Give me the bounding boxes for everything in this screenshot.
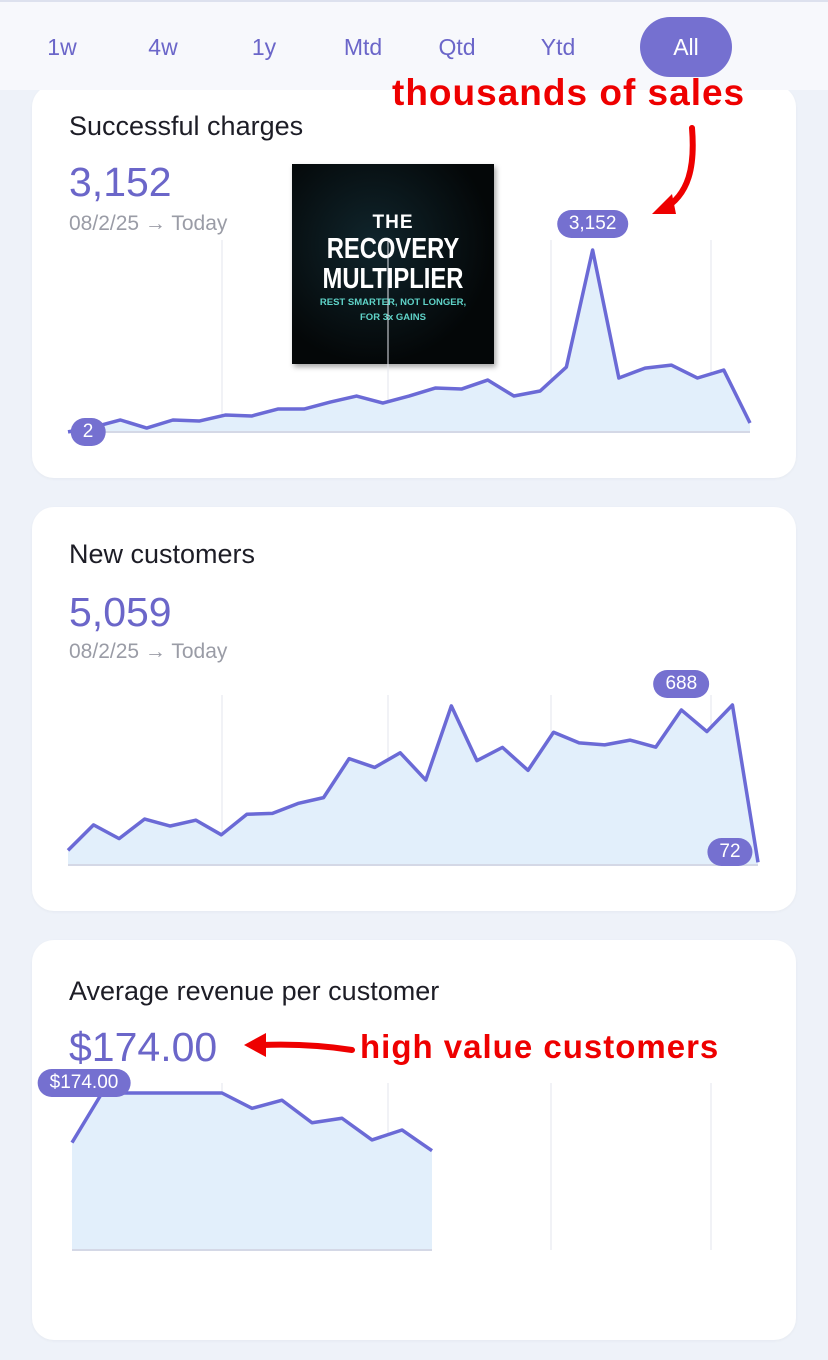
arrow-down-icon: [662, 128, 693, 210]
arrow-head: [244, 1033, 266, 1057]
arrow-head: [652, 194, 676, 214]
annotation-arrows: [0, 0, 828, 1143]
arrow-left-icon: [262, 1045, 352, 1050]
